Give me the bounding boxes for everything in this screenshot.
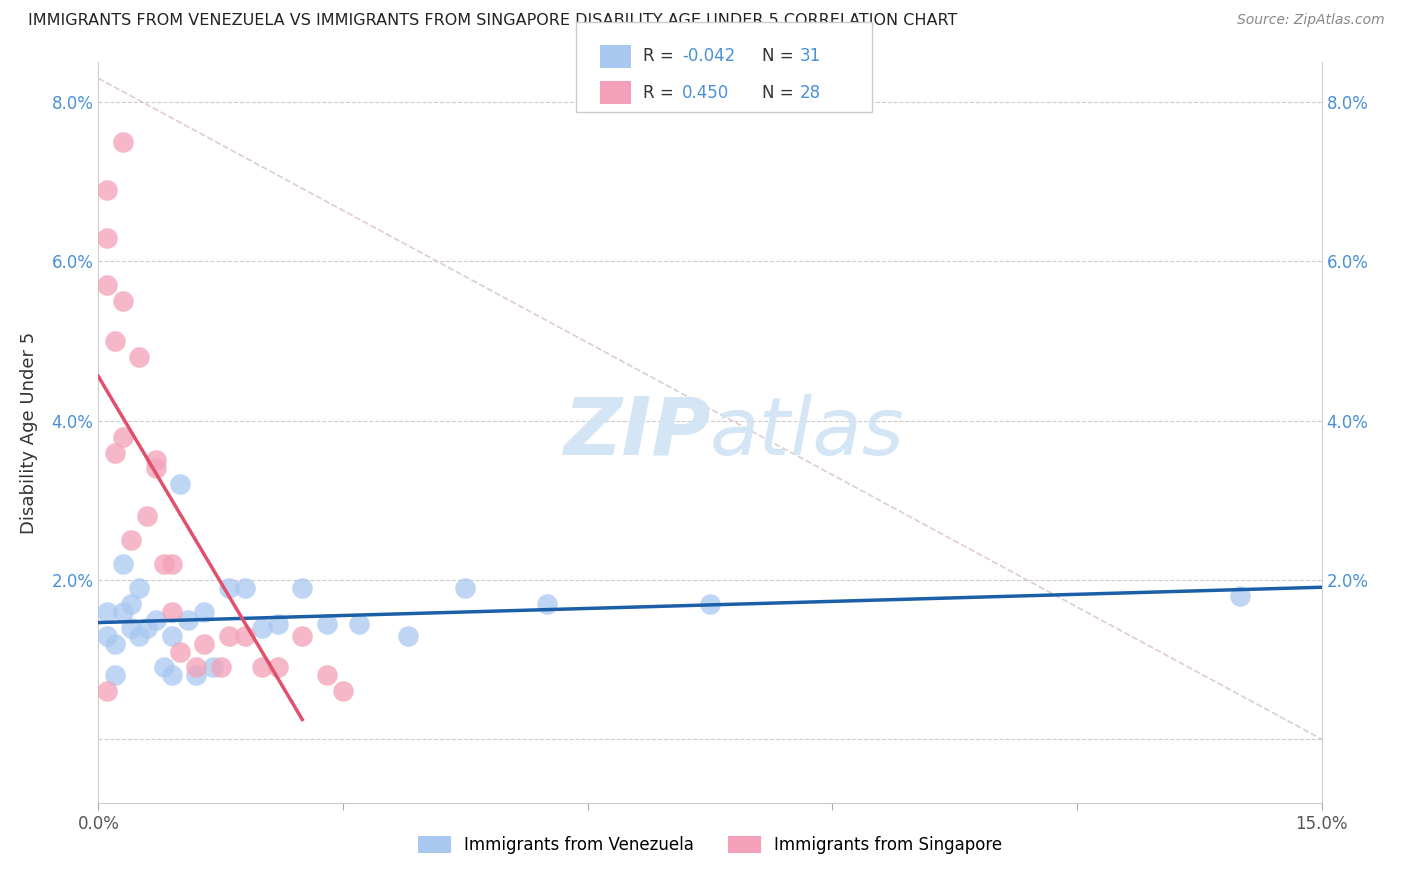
Point <box>250 660 273 674</box>
Point <box>145 453 167 467</box>
Point <box>145 613 167 627</box>
Text: atlas: atlas <box>710 393 905 472</box>
Text: R =: R = <box>643 84 679 102</box>
Point <box>96 230 118 244</box>
Point <box>349 616 371 631</box>
Point <box>120 621 142 635</box>
Point <box>177 613 200 627</box>
Point <box>233 581 256 595</box>
Point <box>201 660 224 674</box>
Point <box>233 629 256 643</box>
Text: -0.042: -0.042 <box>682 47 735 65</box>
Point <box>536 597 558 611</box>
Point <box>96 684 118 698</box>
Text: N =: N = <box>762 84 799 102</box>
Point <box>111 605 134 619</box>
Point <box>209 660 232 674</box>
Point <box>169 644 191 658</box>
Point <box>104 334 127 348</box>
Point <box>128 350 150 364</box>
Point <box>160 557 183 571</box>
Point <box>104 637 127 651</box>
Point <box>193 605 215 619</box>
Point <box>128 629 150 643</box>
Point <box>218 629 240 643</box>
Point <box>104 668 127 682</box>
Text: 28: 28 <box>800 84 821 102</box>
Point <box>96 605 118 619</box>
Point <box>96 278 118 293</box>
Point <box>145 461 167 475</box>
Point <box>160 605 183 619</box>
Point <box>104 445 127 459</box>
Point <box>152 557 174 571</box>
Point <box>218 581 240 595</box>
Text: 31: 31 <box>800 47 821 65</box>
Text: IMMIGRANTS FROM VENEZUELA VS IMMIGRANTS FROM SINGAPORE DISABILITY AGE UNDER 5 CO: IMMIGRANTS FROM VENEZUELA VS IMMIGRANTS … <box>28 13 957 29</box>
Point <box>160 668 183 682</box>
Point <box>1229 589 1251 603</box>
Point <box>454 581 477 595</box>
Point <box>160 629 183 643</box>
Text: R =: R = <box>643 47 679 65</box>
Point <box>291 629 314 643</box>
Point <box>267 660 290 674</box>
Point <box>152 660 174 674</box>
Point <box>136 621 159 635</box>
Y-axis label: Disability Age Under 5: Disability Age Under 5 <box>20 332 38 533</box>
Point <box>111 294 134 309</box>
Point <box>169 477 191 491</box>
Text: ZIP: ZIP <box>562 393 710 472</box>
Point <box>315 616 337 631</box>
Point <box>332 684 354 698</box>
Point <box>186 668 208 682</box>
Text: Source: ZipAtlas.com: Source: ZipAtlas.com <box>1237 13 1385 28</box>
Point <box>111 135 134 149</box>
Point <box>111 429 134 443</box>
Point <box>111 557 134 571</box>
Text: 0.450: 0.450 <box>682 84 730 102</box>
Point <box>186 660 208 674</box>
Point <box>291 581 314 595</box>
Point <box>315 668 337 682</box>
Legend: Immigrants from Venezuela, Immigrants from Singapore: Immigrants from Venezuela, Immigrants fr… <box>411 830 1010 861</box>
Point <box>267 616 290 631</box>
Point <box>96 183 118 197</box>
Point <box>699 597 721 611</box>
Text: N =: N = <box>762 47 799 65</box>
Point <box>396 629 419 643</box>
Point <box>250 621 273 635</box>
Point <box>120 533 142 547</box>
Point <box>120 597 142 611</box>
Point <box>96 629 118 643</box>
Point <box>193 637 215 651</box>
Point <box>136 509 159 524</box>
Point <box>128 581 150 595</box>
